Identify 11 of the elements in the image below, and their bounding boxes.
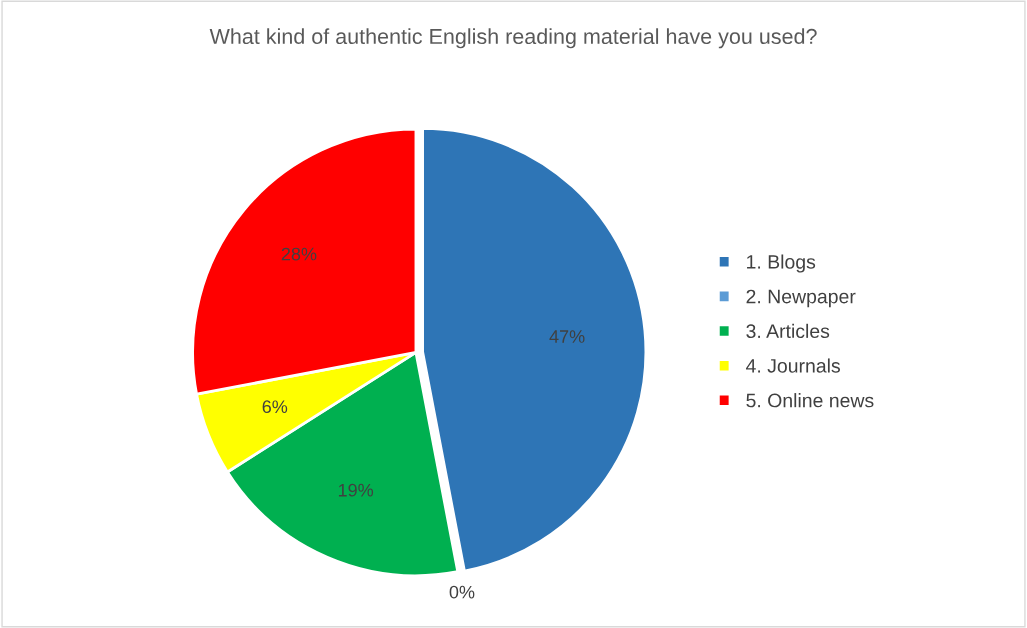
legend-label: 5. Online news bbox=[746, 393, 874, 408]
text: 0% bbox=[449, 585, 475, 599]
data-label: 47% bbox=[549, 330, 585, 343]
data-label: 6% bbox=[262, 400, 288, 414]
chart-title: What kind of authentic English reading material have you used? bbox=[209, 28, 817, 49]
legend-label: 3. Articles bbox=[746, 323, 830, 339]
data-label: 28% bbox=[281, 247, 317, 261]
data-label: 19% bbox=[338, 483, 374, 497]
legend-label: 1. Blogs bbox=[747, 254, 816, 273]
legend-label: 2. Newpaper bbox=[746, 289, 856, 308]
legend-label: 4. Journals bbox=[746, 358, 840, 373]
